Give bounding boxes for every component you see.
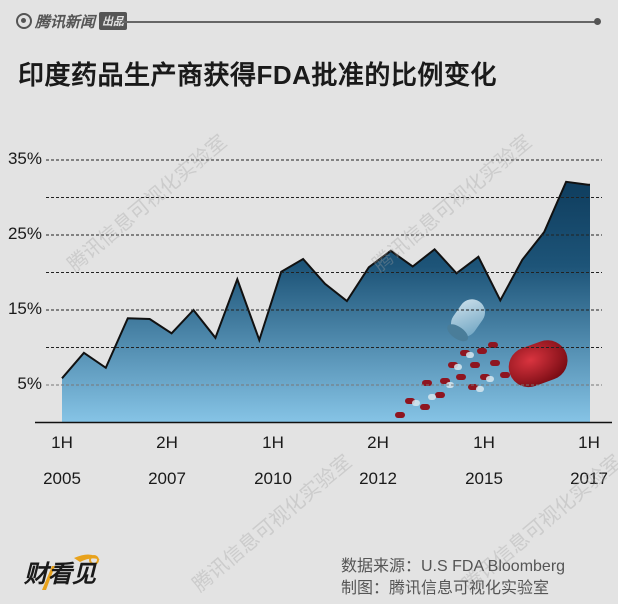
brand-name: 腾讯新闻 (35, 13, 96, 31)
y-tick-label: 5% (17, 374, 42, 393)
y-tick-label: 15% (7, 299, 42, 318)
header-divider (122, 21, 596, 23)
x-tick-label: 2H 2007 (148, 433, 186, 488)
chart-title: 印度药品生产商获得FDA批准的比例变化 (18, 60, 497, 90)
x-tick-label: 1H 2005 (43, 433, 81, 488)
x-tick-label: 2H 2012 (359, 433, 397, 488)
x-tick-label: 1H 2010 (254, 433, 292, 488)
tencent-news-logo-icon (16, 13, 32, 29)
x-tick-label: 1H 2017 (570, 433, 608, 488)
brand-header: 腾讯新闻 出品 (16, 10, 128, 32)
area-fill (62, 181, 590, 423)
svg-text:财看见: 财看见 (23, 560, 97, 588)
series-line (61, 180, 590, 379)
chart-credit: 制图：腾讯信息可视化实验室 (341, 580, 550, 597)
area-series (61, 180, 590, 423)
x-tick-label: 1H 2015 (465, 433, 503, 488)
header-divider-dot (594, 18, 601, 25)
data-source: 数据来源：U.S FDA Bloomberg (341, 558, 566, 575)
y-tick-label: 25% (7, 224, 42, 243)
y-tick-label: 35% (7, 149, 42, 168)
brand-badge: 出品 (99, 12, 128, 30)
pill-illustration (395, 299, 568, 418)
gridlines (46, 159, 602, 386)
caikanjian-logo-icon: 财看见 (23, 554, 100, 590)
